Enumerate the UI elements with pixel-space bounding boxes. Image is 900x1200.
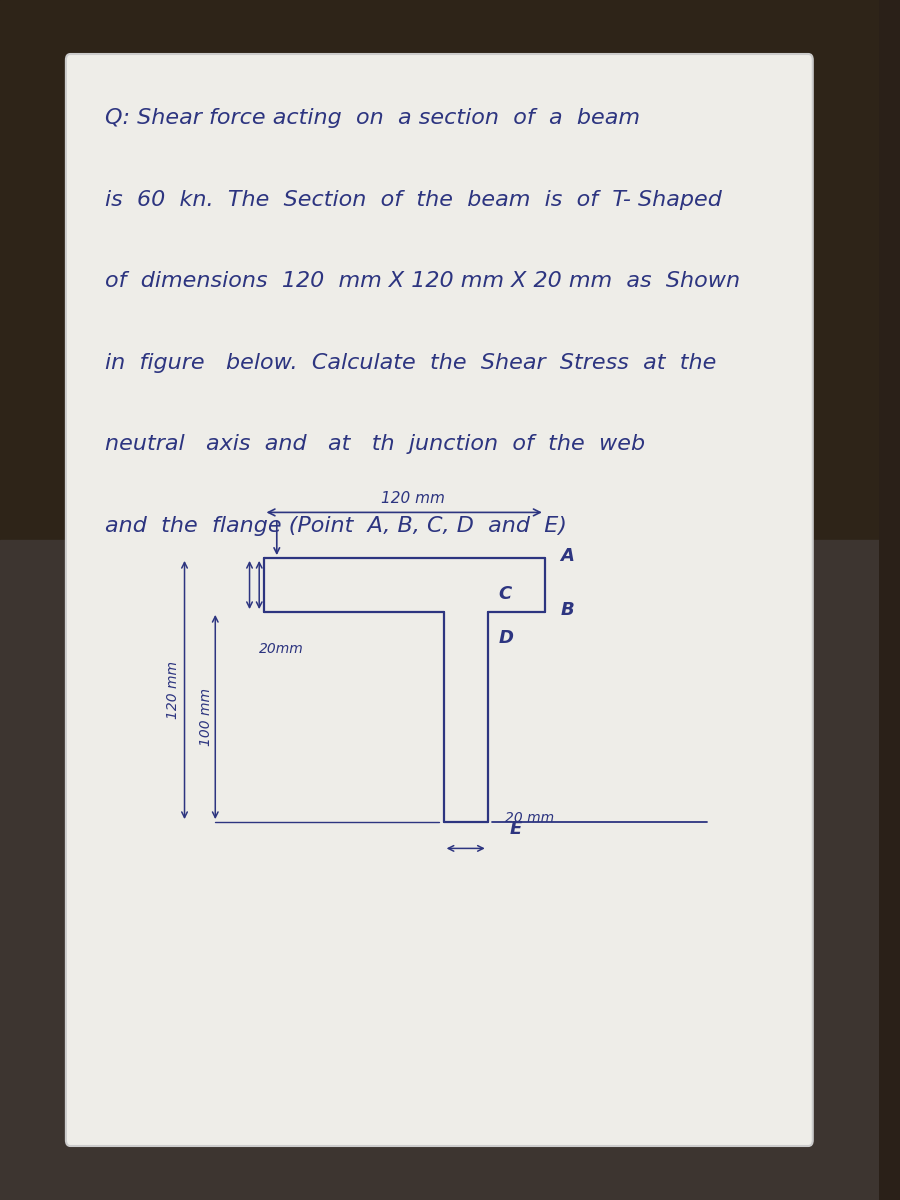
Text: 20 mm: 20 mm (505, 811, 554, 826)
Text: 20mm: 20mm (259, 642, 304, 656)
Text: B: B (561, 600, 574, 619)
Text: 120 mm: 120 mm (166, 661, 180, 719)
Text: is  60  kn.  The  Section  of  the  beam  is  of  T- Shaped: is 60 kn. The Section of the beam is of … (105, 190, 723, 210)
Bar (0, 540, 878, 1200)
Text: and  the  flange (Point  A, B, C, D  and  E): and the flange (Point A, B, C, D and E) (105, 516, 567, 536)
Text: A: A (561, 546, 574, 564)
FancyBboxPatch shape (66, 54, 813, 1146)
Text: Q: Shear force acting  on  a section  of  a  beam: Q: Shear force acting on a section of a … (105, 108, 641, 128)
Text: E: E (509, 821, 522, 838)
Text: D: D (499, 629, 513, 648)
Text: in  figure   below.  Calculate  the  Shear  Stress  at  the: in figure below. Calculate the Shear Str… (105, 353, 716, 373)
Text: 100 mm: 100 mm (199, 688, 212, 746)
Text: neutral   axis  and   at   th  junction  of  the  web: neutral axis and at th junction of the w… (105, 434, 645, 455)
Text: of  dimensions  120  mm X 120 mm X 20 mm  as  Shown: of dimensions 120 mm X 120 mm X 20 mm as… (105, 271, 741, 292)
Text: C: C (499, 584, 511, 602)
Bar (0, 0, 878, 540)
Text: 120 mm: 120 mm (381, 491, 445, 506)
